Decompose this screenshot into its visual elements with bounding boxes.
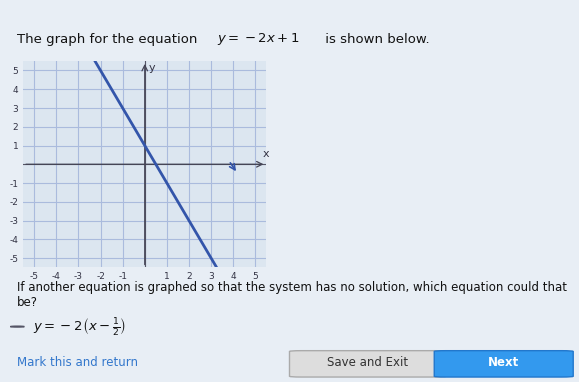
Text: Save and Exit: Save and Exit: [327, 356, 408, 369]
FancyBboxPatch shape: [434, 351, 573, 377]
Text: x: x: [263, 149, 270, 159]
Text: Mark this and return: Mark this and return: [17, 356, 138, 369]
Text: If another equation is graphed so that the system has no solution, which equatio: If another equation is graphed so that t…: [17, 281, 567, 309]
Text: is shown below.: is shown below.: [321, 33, 430, 46]
Text: $y=-2x+1$: $y=-2x+1$: [217, 31, 299, 47]
FancyBboxPatch shape: [290, 351, 446, 377]
Text: The graph for the equation: The graph for the equation: [17, 33, 202, 46]
Text: y: y: [149, 63, 156, 73]
Text: $y=-2\left(x-\frac{1}{2}\right)$: $y=-2\left(x-\frac{1}{2}\right)$: [29, 316, 126, 338]
Text: Next: Next: [488, 356, 519, 369]
